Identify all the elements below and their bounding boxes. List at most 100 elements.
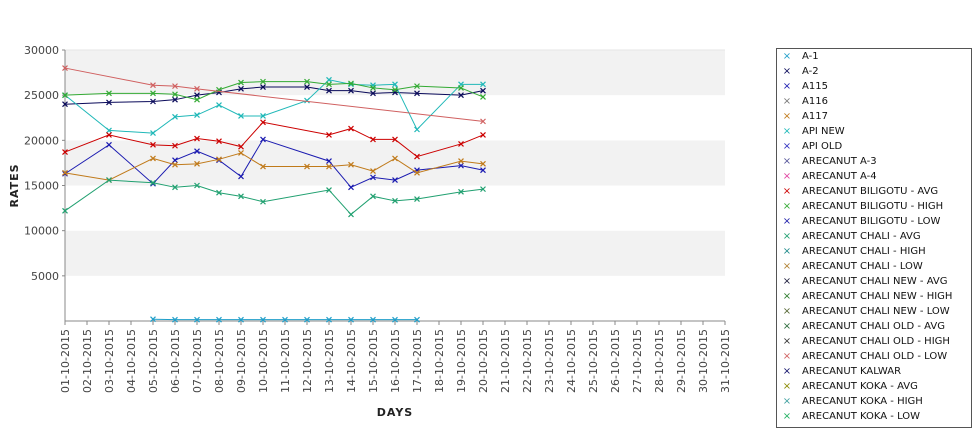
data-point (370, 316, 376, 323)
y-tick-label: 30000 (24, 44, 59, 57)
x-tick-label: 02-10-2015 (81, 329, 94, 393)
legend-marker-icon: × (782, 96, 792, 107)
data-point (106, 131, 112, 138)
legend-label: ARECANUT CHALI NEW - AVG (802, 276, 948, 287)
data-point (172, 83, 178, 90)
data-point (194, 316, 200, 323)
data-point (106, 90, 112, 97)
x-tick-label: 24-10-2015 (565, 329, 578, 393)
x-tick-label: 08-10-2015 (213, 329, 226, 393)
series-line (64, 152, 484, 181)
data-point (458, 141, 464, 147)
data-point (326, 131, 332, 138)
legend-marker-icon: × (782, 201, 792, 212)
legend-label: A-1 (802, 51, 819, 62)
legend-marker-icon: × (782, 381, 792, 392)
data-point (304, 97, 310, 104)
legend-marker-icon: × (782, 351, 792, 362)
series-group (62, 119, 486, 160)
data-point (260, 136, 266, 143)
x-tick-label: 23-10-2015 (543, 329, 556, 393)
series-group (62, 76, 486, 137)
data-point (172, 142, 178, 149)
series-group (62, 65, 486, 125)
data-point (348, 80, 354, 87)
data-point (480, 87, 486, 94)
data-point (106, 177, 112, 184)
grid-band (65, 50, 725, 96)
data-point (326, 158, 332, 165)
data-point (62, 169, 68, 176)
legend-marker-icon: × (782, 171, 792, 182)
data-point (282, 316, 288, 323)
data-point (414, 196, 420, 202)
legend-item: × ARECANUT CHALI - LOW (777, 259, 971, 274)
legend-marker-icon: × (782, 276, 792, 287)
x-tick-label: 29-10-2015 (675, 329, 688, 393)
data-point (150, 155, 156, 162)
y-tick-label: 5000 (31, 270, 59, 283)
data-point (238, 150, 244, 156)
legend-marker-icon: × (782, 216, 792, 227)
data-point (348, 87, 354, 94)
data-point (150, 179, 156, 186)
legend-label: ARECANUT CHALI - LOW (802, 261, 923, 272)
data-point (326, 316, 332, 323)
legend-label: ARECANUT BILIGOTU - LOW (802, 216, 941, 227)
legend-item: × ARECANUT KOKA - AVG (777, 379, 971, 394)
data-point (194, 96, 200, 103)
y-tick-label: 25000 (24, 89, 59, 102)
data-point (480, 186, 486, 193)
legend-marker-icon: × (782, 126, 792, 137)
data-point (348, 81, 354, 88)
x-axis: 01-10-2015 02-10-2015 03-10-2015 04-10-2015… (59, 320, 732, 393)
data-point (480, 94, 486, 100)
legend-label: ARECANUT CHALI NEW - HIGH (802, 291, 953, 302)
data-point (172, 91, 178, 98)
legend-item: × A-1 (777, 49, 971, 64)
data-point (348, 316, 354, 323)
legend-marker-icon: × (782, 186, 792, 197)
legend-marker-icon: × (782, 141, 792, 152)
x-tick-label: 18-10-2015 (433, 329, 446, 393)
x-tick-label: 20-10-2015 (477, 329, 490, 393)
legend-item: × ARECANUT CHALI OLD - HIGH (777, 334, 971, 349)
series-line (64, 79, 483, 134)
data-point (392, 316, 398, 323)
data-point (62, 149, 68, 156)
data-point (370, 85, 376, 91)
legend-marker-icon: × (782, 261, 792, 272)
data-point (392, 81, 398, 88)
legend-marker-icon: × (782, 366, 792, 377)
data-point (216, 138, 222, 145)
legend-label: A115 (802, 81, 828, 92)
data-point (194, 135, 200, 142)
data-point (348, 161, 354, 168)
data-point (216, 156, 222, 163)
legend-marker-icon: × (782, 396, 792, 407)
x-axis-label: DAYS (377, 406, 413, 419)
data-point (106, 99, 112, 106)
data-point (326, 163, 332, 170)
data-point (458, 188, 464, 195)
data-point (480, 160, 486, 167)
legend-label: ARECANUT KALWAR (802, 366, 902, 377)
grid-band (65, 275, 725, 321)
legend-item: × A117 (777, 109, 971, 124)
legend-item: × ARECANUT KOKA - LOW (777, 409, 971, 424)
data-point (414, 83, 420, 90)
data-point (392, 197, 398, 204)
legend-marker-icon: × (782, 156, 792, 167)
data-point (480, 131, 486, 138)
data-point (216, 189, 222, 196)
x-tick-label: 17-10-2015 (411, 329, 424, 393)
data-point (260, 84, 266, 90)
series-line (64, 81, 484, 101)
data-point (326, 87, 332, 94)
x-tick-label: 09-10-2015 (235, 329, 248, 393)
data-point (392, 177, 398, 184)
legend-item: × ARECANUT KALWAR (777, 364, 971, 379)
y-tick-label: 15000 (24, 180, 59, 193)
data-point (238, 113, 244, 119)
legend-item: × ARECANUT CHALI OLD - AVG (777, 319, 971, 334)
